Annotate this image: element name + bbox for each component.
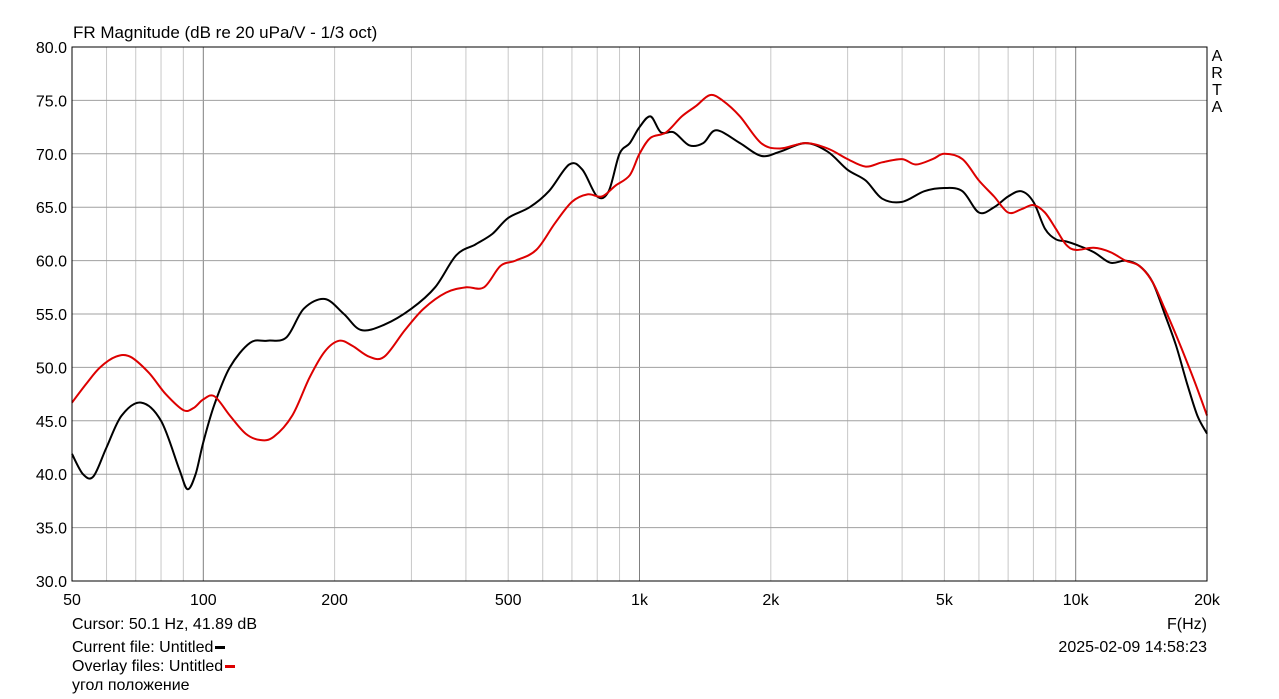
overlay-files-row: Overlay files: Untitled [72, 658, 236, 676]
y-tick-label: 80.0 [36, 40, 67, 57]
arta-letter: T [1212, 82, 1222, 99]
current-file-swatch [215, 646, 226, 650]
x-tick-label: 50 [63, 592, 81, 609]
series-line-current [71, 115, 1208, 491]
x-tick-label: 100 [190, 592, 217, 609]
overlay-files-label: Overlay files: Untitled [72, 658, 224, 675]
current-file-label: Current file: Untitled [72, 639, 214, 656]
y-tick-label: 45.0 [36, 414, 67, 431]
arta-letter: R [1211, 65, 1223, 82]
arta-side-label: A R T A [1211, 48, 1223, 116]
y-tick-label: 50.0 [36, 360, 67, 377]
current-file-row: Current file: Untitled [72, 639, 226, 657]
x-tick-label: 1k [631, 592, 649, 609]
series-layer [71, 93, 1208, 491]
arta-letter: A [1211, 48, 1223, 65]
x-tick-label: 200 [321, 592, 348, 609]
y-tick-label: 35.0 [36, 521, 67, 538]
y-tick-label: 30.0 [36, 574, 67, 591]
x-tick-label: 5k [936, 592, 954, 609]
x-tick-label: 10k [1063, 592, 1090, 609]
arta-letter: A [1211, 99, 1223, 116]
y-tick-label: 70.0 [36, 147, 67, 164]
x-tick-label: 2k [762, 592, 780, 609]
timestamp: 2025-02-09 14:58:23 [1058, 639, 1207, 656]
plot-frame [71, 46, 1208, 582]
y-tick-label: 55.0 [36, 307, 67, 324]
y-tick-label: 65.0 [36, 200, 67, 217]
overlay-files-swatch [225, 665, 236, 669]
x-axis-label: F(Hz) [1167, 616, 1207, 633]
y-tick-label: 75.0 [36, 93, 67, 110]
y-tick-label: 60.0 [36, 254, 67, 271]
series-line-overlay [71, 93, 1208, 442]
y-tick-label: 40.0 [36, 467, 67, 484]
note-label: угол положение [72, 677, 190, 694]
y-tick-labels: 30.0 35.0 40.0 45.0 50.0 55.0 60.0 65.0 70.0 75.0… [36, 40, 67, 591]
cursor-readout: Cursor: 50.1 Hz, 41.89 dB [72, 616, 257, 633]
x-tick-labels: 50 100 200 500 1k 2k 5k 10k 20k [63, 592, 1221, 609]
x-tick-label: 500 [495, 592, 522, 609]
x-tick-label: 20k [1194, 592, 1221, 609]
chart-title: FR Magnitude (dB re 20 uPa/V - 1/3 oct) [73, 23, 378, 42]
